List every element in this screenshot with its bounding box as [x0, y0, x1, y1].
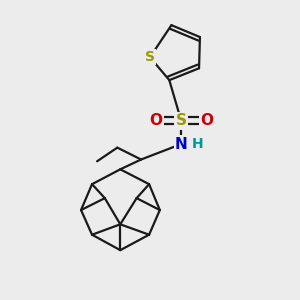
Text: O: O: [149, 113, 162, 128]
Text: H: H: [192, 137, 203, 151]
Text: N: N: [175, 136, 188, 152]
Text: S: S: [176, 113, 187, 128]
Text: S: S: [145, 50, 155, 64]
Text: O: O: [201, 113, 214, 128]
